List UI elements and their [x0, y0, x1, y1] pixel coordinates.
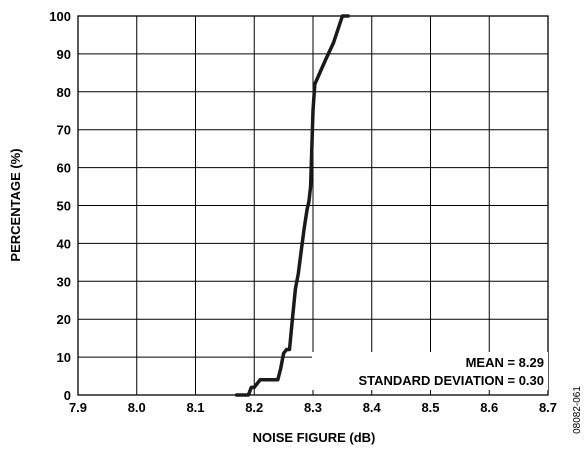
y-tick-label: 30 — [57, 274, 71, 289]
x-tick-label: 8.4 — [363, 400, 382, 415]
grid — [78, 16, 548, 395]
x-tick-label: 8.1 — [186, 400, 204, 415]
y-tick-label: 100 — [49, 9, 71, 24]
y-tick-label: 20 — [57, 312, 71, 327]
x-tick-label: 7.9 — [69, 400, 87, 415]
y-tick-label: 10 — [57, 350, 71, 365]
y-tick-label: 80 — [57, 85, 71, 100]
y-tick-label: 60 — [57, 161, 71, 176]
y-tick-label: 90 — [57, 47, 71, 62]
y-axis-label: PERCENTAGE (%) — [8, 148, 23, 261]
x-tick-label: 8.2 — [245, 400, 263, 415]
x-tick-label: 8.6 — [480, 400, 498, 415]
x-tick-label: 8.3 — [304, 400, 322, 415]
y-tick-label: 0 — [64, 388, 71, 403]
x-tick-label: 8.5 — [421, 400, 439, 415]
y-tick-label: 50 — [57, 199, 71, 214]
x-axis-label: NOISE FIGURE (dB) — [253, 430, 376, 445]
std-dev-annotation: STANDARD DEVIATION = 0.30 — [358, 373, 544, 388]
x-tick-label: 8.0 — [128, 400, 146, 415]
mean-annotation: MEAN = 8.29 — [466, 355, 544, 370]
y-tick-label: 70 — [57, 123, 71, 138]
figure-code: 08082-061 — [572, 386, 583, 434]
x-tick-label: 8.7 — [539, 400, 557, 415]
y-tick-label: 40 — [57, 236, 71, 251]
